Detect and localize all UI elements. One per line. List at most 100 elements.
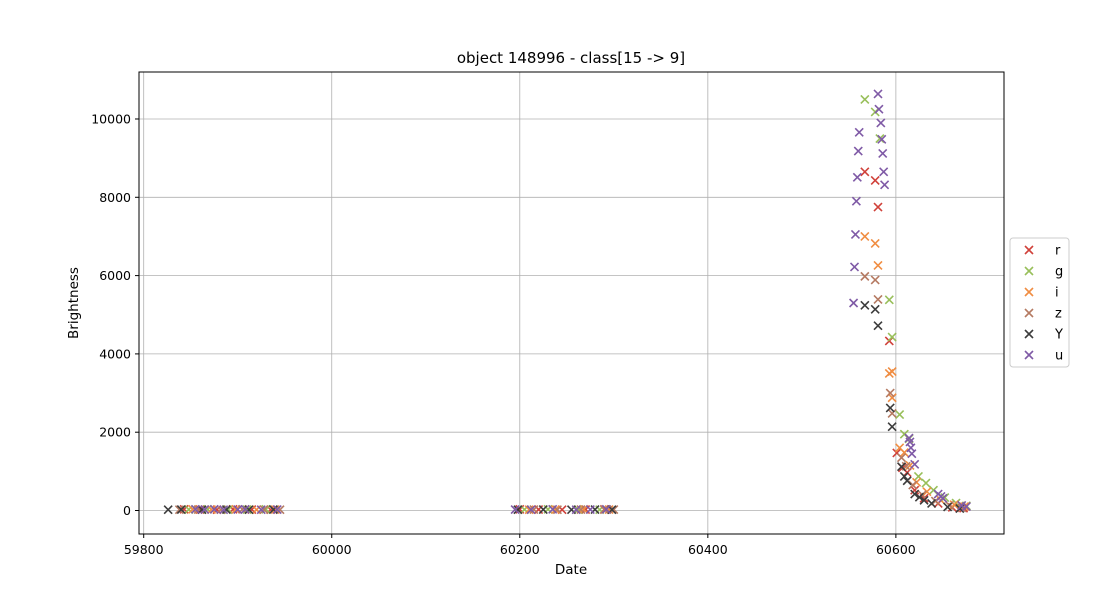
data-point-r xyxy=(910,485,920,495)
data-point-u xyxy=(233,504,243,515)
data-point-Y xyxy=(885,403,895,413)
marker-stroke xyxy=(873,260,883,270)
data-point-i xyxy=(887,366,897,377)
marker-stroke xyxy=(957,500,967,510)
marker-stroke xyxy=(927,498,937,509)
legend-marker-g xyxy=(1024,266,1034,276)
marker-stroke xyxy=(873,294,883,305)
marker-stroke xyxy=(885,388,895,398)
marker-stroke xyxy=(849,262,860,272)
legend-marker-i xyxy=(1024,287,1034,297)
marker-stroke xyxy=(910,459,920,469)
data-point-z xyxy=(908,480,918,490)
data-point-u xyxy=(190,504,200,514)
marker-stroke xyxy=(919,495,929,505)
data-point-u xyxy=(272,504,282,515)
legend-marker-u xyxy=(1024,350,1034,360)
marker-stroke xyxy=(163,505,173,515)
marker-stroke xyxy=(870,304,880,314)
data-point-u xyxy=(852,172,862,182)
data-point-Y xyxy=(902,476,912,486)
data-point-i xyxy=(550,504,561,515)
data-point-Y xyxy=(221,504,232,515)
data-point-z xyxy=(887,408,897,418)
data-point-g xyxy=(887,332,897,342)
marker-stroke xyxy=(529,504,539,515)
data-point-z xyxy=(896,453,907,463)
marker-stroke xyxy=(259,504,269,515)
data-point-i xyxy=(231,504,241,514)
marker-stroke xyxy=(538,504,548,515)
data-point-u xyxy=(526,505,536,515)
data-point-u xyxy=(878,148,888,159)
marker-stroke xyxy=(244,505,254,515)
data-point-u xyxy=(854,127,864,137)
marker-stroke xyxy=(943,502,953,512)
marker-stroke xyxy=(887,332,897,342)
y-tick-label: 10000 xyxy=(91,111,131,126)
marker-stroke xyxy=(240,504,250,514)
marker-stroke xyxy=(919,493,929,503)
marker-stroke xyxy=(878,148,888,159)
data-point-u xyxy=(200,504,210,515)
marker-stroke xyxy=(879,167,889,177)
marker-stroke xyxy=(877,134,887,144)
data-point-Y xyxy=(887,422,897,432)
marker-stroke xyxy=(899,471,909,482)
marker-stroke xyxy=(913,471,924,482)
data-point-u xyxy=(880,180,890,190)
data-point-u xyxy=(848,298,859,308)
data-point-i xyxy=(899,447,909,458)
data-point-u xyxy=(907,449,917,459)
data-point-u xyxy=(910,459,920,469)
legend-label-r: r xyxy=(1055,244,1061,259)
marker-stroke xyxy=(193,504,203,515)
legend-marker-z xyxy=(1024,308,1034,318)
data-point-g xyxy=(921,478,931,488)
marker-stroke xyxy=(874,104,884,114)
data-point-i xyxy=(206,504,216,515)
marker-stroke xyxy=(850,229,861,240)
x-tick-label: 60000 xyxy=(312,542,352,557)
marker-stroke xyxy=(899,447,909,458)
data-point-Y xyxy=(538,504,548,515)
data-point-u xyxy=(938,493,948,503)
legend-label-u: u xyxy=(1055,349,1063,364)
plot-area-frame xyxy=(138,71,1005,535)
data-point-u xyxy=(873,89,883,99)
data-point-Y xyxy=(163,505,173,515)
chart-title: object 148996 - class[15 -> 9] xyxy=(457,49,685,67)
data-point-r xyxy=(873,202,883,212)
data-point-Y xyxy=(244,505,254,515)
data-point-z xyxy=(599,505,609,515)
legend-label-i: i xyxy=(1055,286,1059,301)
marker-stroke xyxy=(860,271,870,281)
data-point-u xyxy=(853,146,863,156)
marker-stroke xyxy=(896,453,907,463)
marker-stroke xyxy=(852,172,862,182)
marker-stroke xyxy=(1024,308,1034,318)
data-point-u xyxy=(877,134,887,144)
marker-stroke xyxy=(601,504,611,514)
legend-marker-r xyxy=(1024,245,1034,255)
data-point-u xyxy=(219,505,229,515)
marker-stroke xyxy=(876,118,886,128)
data-point-z xyxy=(609,504,619,515)
marker-stroke xyxy=(174,505,184,515)
axis-ticks: 59800 60000 60200 60400 60600 0 2000 4000 6000 80… xyxy=(91,111,916,557)
marker-stroke xyxy=(221,504,232,515)
data-point-z xyxy=(259,504,269,515)
legend-box xyxy=(1009,237,1070,368)
marker-stroke xyxy=(910,489,920,499)
data-point-z xyxy=(174,505,184,515)
data-point-u xyxy=(874,104,884,114)
marker-stroke xyxy=(848,298,859,308)
legend-marker-Y xyxy=(1024,329,1034,339)
data-point-u xyxy=(240,504,250,514)
marker-stroke xyxy=(513,505,523,515)
x-axis-label: Date xyxy=(555,562,587,578)
marker-stroke xyxy=(200,504,210,515)
data-point-g xyxy=(884,295,894,305)
data-point-Y xyxy=(176,504,186,515)
